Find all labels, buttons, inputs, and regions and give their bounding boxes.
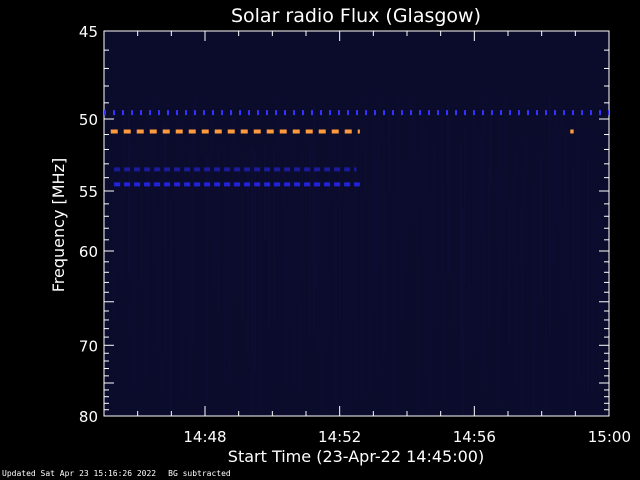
x-tick-label: 14:52	[318, 428, 361, 446]
y-tick-label: 55	[79, 183, 98, 201]
y-tick-label: 50	[79, 111, 98, 129]
x-tick-label: 14:48	[183, 428, 226, 446]
x-tick-label: 15:00	[588, 428, 631, 446]
y-axis: 45 50 55 60 70 80	[79, 23, 609, 426]
x-tick-label: 14:56	[453, 428, 496, 446]
y-axis-label: Frequency [MHz]	[49, 158, 68, 292]
y-tick-label: 80	[79, 408, 98, 426]
y-tick-label: 60	[79, 243, 98, 261]
background-noise	[106, 91, 603, 414]
x-axis-label: Start Time (23-Apr-22 14:45:00)	[228, 447, 484, 466]
footer: Updated Sat Apr 23 15:16:26 2022 BG subtr…	[2, 469, 243, 478]
plot-area	[103, 30, 610, 417]
y-tick-label: 45	[79, 23, 98, 41]
chart-title: Solar radio Flux (Glasgow)	[231, 5, 481, 27]
updated-timestamp: Updated Sat Apr 23 15:16:26 2022	[2, 469, 157, 478]
emission-features	[104, 110, 609, 187]
y-tick-label: 70	[79, 337, 98, 355]
bg-subtracted-note: BG subtracted	[168, 469, 231, 478]
x-axis: 14:48 14:52 14:56 15:00	[103, 31, 631, 446]
